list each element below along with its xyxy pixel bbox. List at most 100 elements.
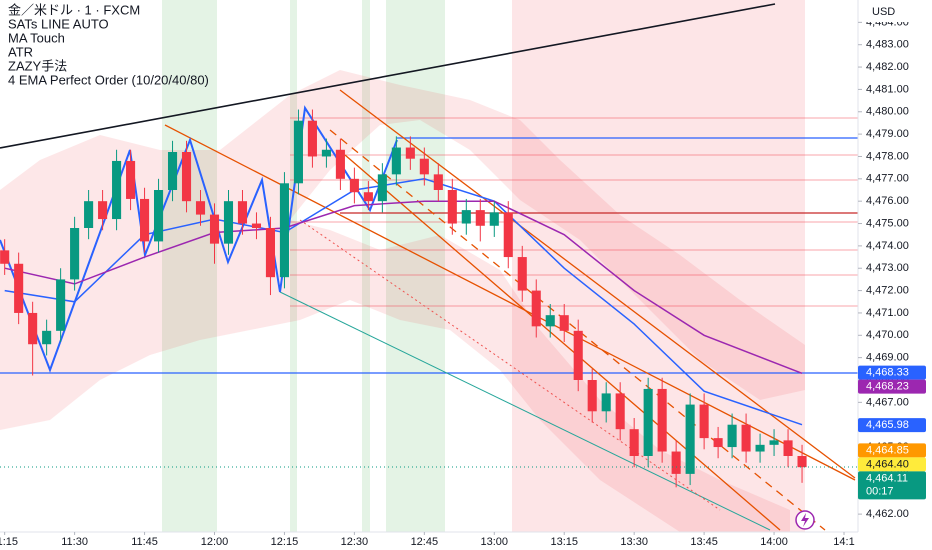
candle-body: [363, 192, 373, 202]
x-tick-label: 14:1: [833, 536, 854, 548]
chart-title: 金／米ドル · 1 · FXCM: [8, 2, 140, 17]
candle-body: [237, 201, 248, 224]
price-badge: [858, 457, 926, 472]
y-tick-label: 4,478.00: [866, 150, 909, 162]
y-tick-label: 4,476.00: [866, 195, 909, 207]
candle-body: [783, 440, 793, 456]
candle-body: [265, 228, 276, 278]
candle-body: [14, 263, 24, 313]
candle-body: [0, 250, 10, 264]
candle-body: [335, 149, 345, 179]
candle-body: [671, 451, 681, 474]
candle-body: [727, 424, 737, 448]
y-tick-label: 4,471.00: [866, 307, 909, 319]
y-tick-label: 4,470.00: [866, 329, 909, 341]
price-badge-label: 4,468.33: [866, 367, 909, 379]
channel-line: [344, 154, 781, 531]
zone: [290, 0, 297, 532]
candle-body: [741, 424, 751, 452]
y-tick-label: 4,474.00: [866, 240, 909, 252]
candle-body: [279, 183, 289, 278]
candle-body: [98, 201, 108, 220]
x-tick-label: 13:30: [620, 536, 648, 548]
candle-body: [126, 160, 136, 199]
x-tick-label: 12:45: [411, 536, 439, 548]
level-lines: [290, 117, 858, 307]
indicator: MA Touch: [8, 30, 65, 45]
candle-body: [699, 404, 709, 439]
band: [0, 70, 805, 400]
price-badge-label: 4,464.85: [866, 444, 909, 456]
price-badge: [858, 365, 926, 380]
candle-body: [713, 438, 723, 448]
band: [0, 220, 790, 532]
candle-body: [153, 190, 164, 242]
candle-body: [419, 158, 429, 175]
y-tick-label: 4,483.00: [866, 39, 909, 51]
ema-line: [4, 178, 803, 426]
zone: [162, 0, 217, 532]
candle-body: [251, 223, 262, 228]
price-badge: [858, 418, 926, 433]
candle-body: [307, 120, 317, 157]
candle-body: [755, 444, 765, 452]
candle-body: [559, 315, 569, 331]
price-axis: 4,462.004,463.004,464.004,465.004,466.00…: [858, 16, 926, 520]
trend-line: [0, 3, 776, 149]
price-badge: [858, 443, 926, 458]
y-tick-label: 4,467.00: [866, 396, 909, 408]
currency: USD: [872, 6, 895, 18]
candle-body: [447, 190, 457, 224]
candle-body: [587, 380, 597, 412]
candle-body: [293, 120, 303, 184]
x-tick-label: 12:00: [201, 536, 229, 548]
price-badge-label: 4,464.11: [866, 472, 908, 484]
candle-body: [503, 212, 513, 258]
price-badge: [858, 471, 926, 500]
price-badge: [858, 379, 926, 394]
candle-body: [391, 147, 401, 175]
candle-body: [42, 330, 52, 345]
alert-icon: [801, 513, 809, 527]
price-badge-label: 4,465.98: [866, 419, 909, 431]
x-tick-label: 11:30: [61, 536, 88, 548]
x-tick-label: 14:00: [760, 536, 788, 548]
candle-body: [405, 147, 415, 159]
candle-body: [167, 152, 178, 190]
candle-body: [140, 198, 150, 242]
y-tick-label: 4,472.00: [866, 284, 909, 296]
x-tick-label: 11:45: [131, 536, 158, 548]
candle-body: [657, 388, 667, 452]
countdown: 00:17: [866, 485, 894, 497]
trend-line: [299, 219, 721, 511]
candle-body: [643, 388, 653, 456]
ema-line: [4, 200, 803, 374]
candle-body: [28, 312, 38, 345]
y-tick-label: 4,477.00: [866, 173, 909, 185]
candle-body: [377, 174, 387, 202]
y-tick-label: 4,475.00: [866, 217, 909, 229]
indicator: ATR: [8, 44, 33, 59]
x-tick-label: 11:15: [0, 536, 18, 548]
x-axis: 11:15 11:30 11:45 12:00 12:15 12:30 12:45 13:00…: [0, 532, 855, 548]
y-tick-label: 4,480.00: [866, 106, 909, 118]
y-tick-label: 4,473.00: [866, 262, 909, 274]
candle-body: [797, 456, 807, 468]
y-tick-label: 4,479.00: [866, 128, 909, 140]
legend: 金／米ドル · 1 · FXCM SATs LINE AUTO MA Touch…: [8, 2, 209, 87]
candle-body: [573, 330, 583, 380]
indicator: SATs LINE AUTO: [8, 16, 109, 31]
candle-body: [461, 210, 471, 224]
currency-box: [862, 2, 928, 22]
candle-body: [615, 393, 625, 430]
candle-body: [321, 149, 331, 157]
x-axis: [0, 532, 932, 550]
candle-body: [223, 201, 234, 244]
trend-line: [279, 291, 771, 531]
candle-body: [84, 201, 94, 228]
candle-body: [629, 429, 639, 456]
x-tick-label: 13:00: [481, 536, 509, 548]
candle-body: [517, 257, 527, 291]
candle-body: [349, 178, 359, 193]
candle-body: [209, 214, 220, 244]
